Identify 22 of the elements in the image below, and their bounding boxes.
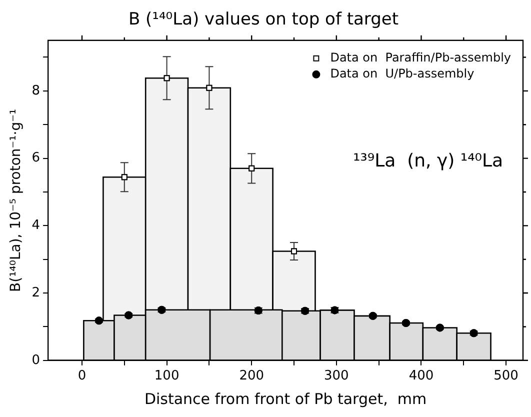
- x-tick-label: 200: [239, 368, 264, 384]
- x-tick-label: 500: [494, 368, 518, 384]
- chart-title: B (¹⁴⁰La) values on top of target: [128, 10, 399, 30]
- x-tick-label: 0: [78, 368, 86, 384]
- point: [164, 75, 170, 82]
- y-axis-title: B(¹⁴⁰La), 10⁻⁵ proton⁻¹·g⁻¹: [8, 108, 24, 292]
- y-tick-label: 6: [32, 150, 40, 166]
- x-tick-label: 300: [324, 368, 349, 384]
- y-tick-label: 4: [32, 218, 40, 234]
- x-axis-title: Distance from front of Pb target, mm: [144, 390, 427, 408]
- point: [121, 174, 128, 180]
- y-tick-label: 0: [32, 352, 40, 368]
- point: [248, 165, 255, 172]
- point: [206, 84, 212, 91]
- legend-label: Data on Paraffin/Pb-assembly: [330, 50, 511, 65]
- legend-label: Data on U/Pb-assembly: [330, 66, 474, 81]
- annotation: ¹³⁹La (n, γ) ¹⁴⁰La: [352, 150, 504, 172]
- y-tick-label: 2: [32, 285, 40, 300]
- point: [291, 248, 297, 254]
- x-tick-label: 400: [408, 368, 434, 384]
- x-tick-label: 100: [154, 368, 180, 384]
- y-tick-label: 8: [32, 83, 40, 98]
